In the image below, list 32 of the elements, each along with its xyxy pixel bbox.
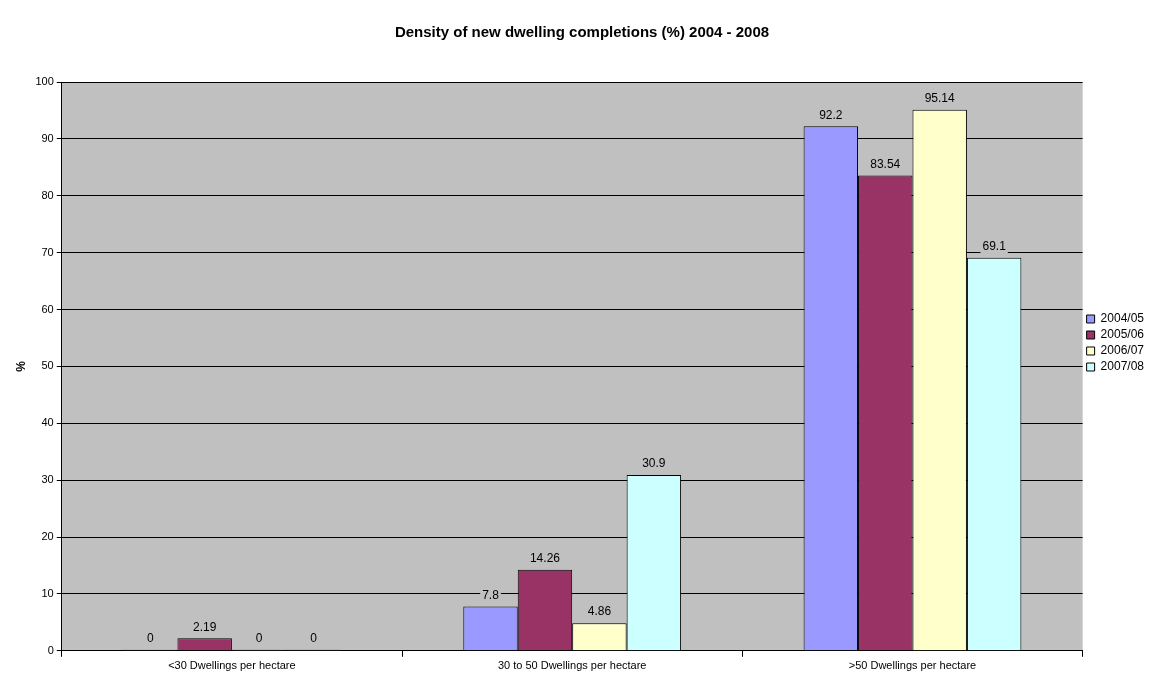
data-label: 92.2 (819, 107, 843, 122)
y-tick-label: 0 (47, 643, 54, 656)
y-tick-label: 100 (35, 75, 54, 88)
y-tick-label: 20 (41, 530, 54, 543)
y-tick-label: 70 (41, 245, 54, 258)
y-tick-label: 50 (41, 359, 54, 372)
data-label: 14.26 (529, 551, 561, 565)
x-tick-label: <30 Dwellings per hectare (168, 659, 296, 672)
data-label: 0 (255, 631, 263, 646)
y-tick-label: 30 (41, 473, 54, 486)
y-tick-label: 10 (41, 586, 54, 599)
x-tick-label: >50 Dwellings per hectare (848, 659, 977, 672)
y-tick-label: 80 (41, 188, 54, 201)
data-label: 30.9 (642, 456, 666, 471)
chart-title: Density of new dwelling completions (%) 2004 - 2008 (394, 23, 770, 41)
legend-label: 2004/05 (1100, 311, 1145, 326)
legend-label: 2005/06 (1100, 327, 1145, 342)
data-label: 69.1 (982, 239, 1007, 254)
y-tick-label: 40 (41, 416, 54, 429)
data-label: 7.8 (482, 587, 500, 602)
data-label: 0 (310, 631, 318, 646)
legend-label: 2007/08 (1100, 359, 1145, 374)
data-label: 0 (146, 631, 154, 646)
data-label: 95.14 (924, 90, 956, 105)
legend-label: 2006/07 (1100, 343, 1145, 358)
y-axis-title: % (13, 360, 28, 372)
data-label: 83.54 (870, 156, 901, 171)
y-tick-label: 60 (41, 302, 54, 315)
data-label: 4.86 (587, 604, 612, 619)
data-label: 2.19 (193, 619, 217, 634)
y-tick-label: 90 (41, 131, 54, 144)
x-tick-label: 30 to 50 Dwellings per hectare (497, 659, 647, 672)
